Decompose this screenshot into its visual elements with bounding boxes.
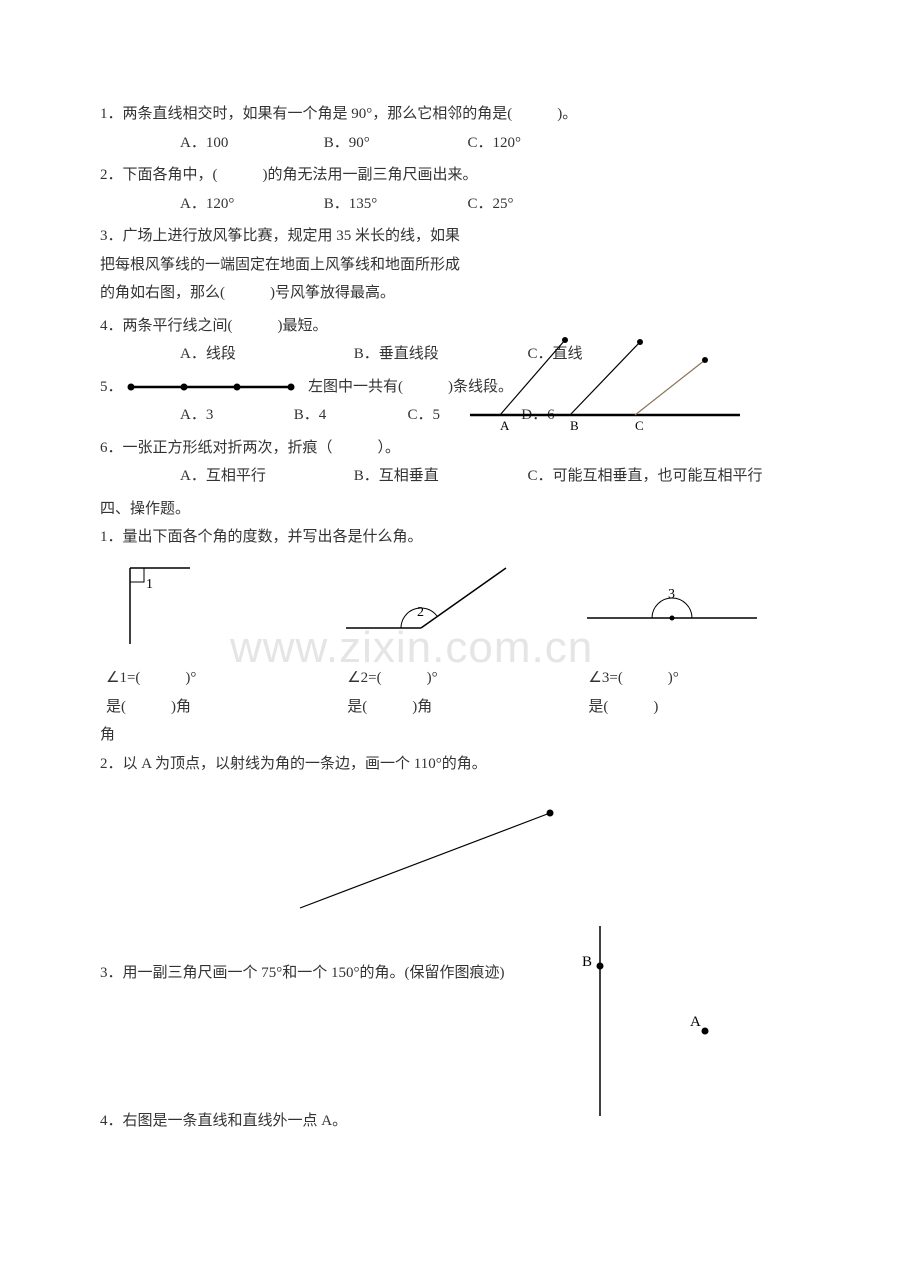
svg-text:2: 2 xyxy=(417,605,424,620)
s4-t1-text: 1．量出下面各个角的度数，并写出各是什么角。 xyxy=(100,523,820,552)
section-4-title: 四、操作题。 xyxy=(100,495,820,524)
a2-type: 是( )角 xyxy=(347,693,579,722)
q3-line2: 把每根风筝线的一端固定在地面上风筝线和地面所形成 xyxy=(100,251,820,280)
q2-opt-b: B．135° xyxy=(324,190,464,219)
angle3-svg: 3 xyxy=(582,558,762,648)
question-3: 3．广场上进行放风筝比赛，规定用 35 米长的线，如果 把每根风筝线的一端固定在… xyxy=(100,222,820,308)
question-1: 1．两条直线相交时，如果有一个角是 90°，那么它相邻的角是( )。 A．100… xyxy=(100,100,820,157)
q6-opt-b: B．互相垂直 xyxy=(354,462,524,491)
angle-diagrams-row: 1 2 3 xyxy=(100,558,820,659)
a2-eq: ∠2=( )° xyxy=(347,664,579,693)
a3-type-suffix: 角 xyxy=(100,721,820,750)
q5-opt-b: B．4 xyxy=(294,401,404,430)
q1-opt-a: A．100 xyxy=(180,129,320,158)
a1-type: 是( )角 xyxy=(106,693,338,722)
svg-text:3: 3 xyxy=(668,587,675,602)
a1-eq: ∠1=( )° xyxy=(106,664,338,693)
angle-labels-row: ∠1=( )° 是( )角 ∠2=( )° 是( )角 ∠3=( )° 是( ) xyxy=(100,664,820,721)
q3-line3: 的角如右图，那么( )号风筝放得最高。 xyxy=(100,279,820,308)
kite-label-a: A xyxy=(500,418,510,430)
ray-diagram xyxy=(280,798,580,918)
q5-opt-a: A．3 xyxy=(180,401,290,430)
angle2-block: 2 xyxy=(341,558,579,659)
q6-text: 6．一张正方形纸对折两次，折痕（ ）。 xyxy=(100,434,820,463)
q4-opt-a: A．线段 xyxy=(180,340,350,369)
q2-opt-a: A．120° xyxy=(180,190,320,219)
kite-diagram: A B C xyxy=(470,330,740,430)
q1-opt-c: C．120° xyxy=(468,129,608,158)
s4-t2-text: 2．以 A 为顶点，以射线为角的一条边，画一个 110°的角。 xyxy=(100,750,820,779)
question-2: 2．下面各角中，( )的角无法用一副三角尺画出来。 A．120° B．135° … xyxy=(100,161,820,218)
q5-prefix: 5． xyxy=(100,379,123,395)
q1-opt-b: B．90° xyxy=(324,129,464,158)
kite-label-b: B xyxy=(570,418,579,430)
q6-opt-c: C．可能互相垂直，也可能互相平行 xyxy=(528,462,788,491)
a3-eq: ∠3=( )° xyxy=(588,664,820,693)
angle1-block: 1 xyxy=(100,558,338,659)
angle2-svg: 2 xyxy=(341,558,521,648)
q6-opt-a: A．互相平行 xyxy=(180,462,350,491)
angle1-svg: 1 xyxy=(100,558,200,648)
q1-text: 1．两条直线相交时，如果有一个角是 90°，那么它相邻的角是( )。 xyxy=(100,100,820,129)
line-label-a: A xyxy=(690,1014,701,1030)
angle3-block: 3 xyxy=(582,558,820,659)
q3-line1: 3．广场上进行放风筝比赛，规定用 35 米长的线，如果 xyxy=(100,222,820,251)
line-label-b: B xyxy=(582,954,592,970)
q2-text: 2．下面各角中，( )的角无法用一副三角尺画出来。 xyxy=(100,161,820,190)
kite-label-c: C xyxy=(635,418,644,430)
svg-text:1: 1 xyxy=(146,577,153,592)
question-6: 6．一张正方形纸对折两次，折痕（ ）。 A．互相平行 B．互相垂直 C．可能互相… xyxy=(100,434,820,491)
q2-opt-c: C．25° xyxy=(468,190,608,219)
line-point-diagram: B A xyxy=(550,926,720,1116)
segment-diagram xyxy=(126,379,296,395)
a3-type-prefix: 是( ) xyxy=(588,693,820,722)
